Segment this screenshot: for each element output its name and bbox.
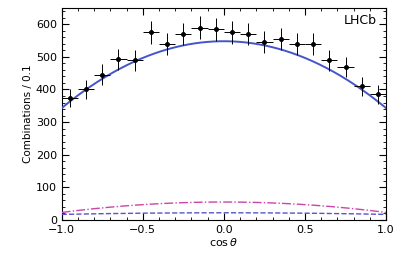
X-axis label: $\cos\theta$: $\cos\theta$ bbox=[209, 236, 238, 248]
Text: LHCb: LHCb bbox=[343, 14, 377, 27]
Y-axis label: Combinations / 0.1: Combinations / 0.1 bbox=[23, 65, 33, 163]
